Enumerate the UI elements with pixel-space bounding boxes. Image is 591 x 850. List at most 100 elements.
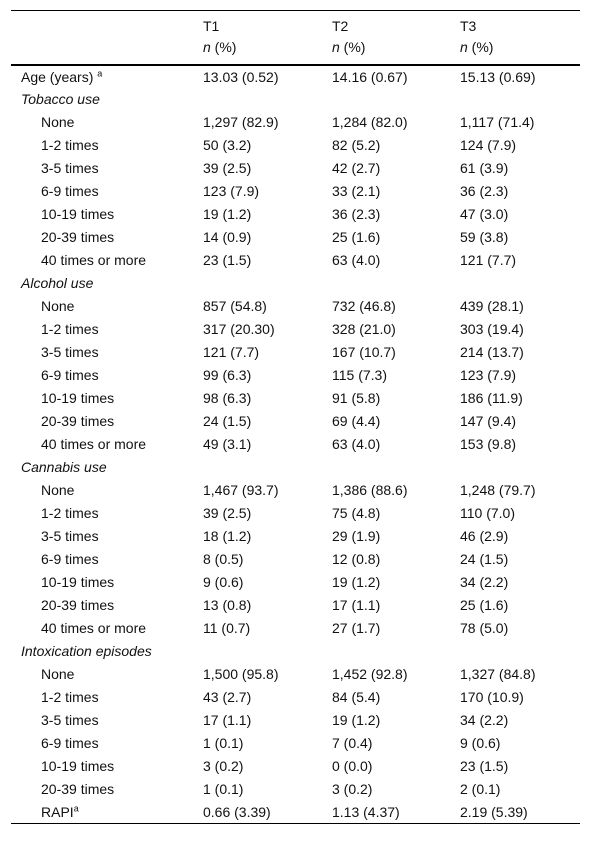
cannabis-row-t2: 1,386 (88.6)	[332, 482, 408, 498]
cannabis-row-t2: 75 (4.8)	[332, 505, 381, 521]
tobacco-row-t2: 82 (5.2)	[332, 137, 381, 153]
alcohol-row-t3: 303 (19.4)	[460, 321, 524, 337]
table-row: 3-5 times 39 (2.5) 42 (2.7) 61 (3.9)	[11, 157, 580, 180]
header-blank-cell	[11, 11, 193, 65]
alcohol-row-label: 3-5 times	[41, 344, 99, 360]
cannabis-row-t1: 18 (1.2)	[203, 528, 252, 544]
age-t2: 14.16 (0.67)	[332, 68, 408, 85]
cannabis-row-label: 3-5 times	[41, 528, 99, 544]
alcohol-row-label: None	[41, 298, 75, 314]
alcohol-row-t3: 147 (9.4)	[460, 413, 517, 429]
cannabis-row-t3: 1,248 (79.7)	[460, 482, 536, 498]
header-t3-n: n	[460, 39, 468, 56]
cannabis-row-t1: 39 (2.5)	[203, 505, 252, 521]
tobacco-row-t3: 121 (7.7)	[460, 252, 517, 268]
age-label: Age (years)	[21, 68, 98, 85]
header-t2-label: T2	[332, 18, 349, 35]
intoxication-row-t1: 17 (1.1)	[203, 712, 252, 728]
table-row: 1-2 times 317 (20.30) 328 (21.0) 303 (19.4)	[11, 318, 580, 341]
header-t2-sub: n (%)	[332, 37, 452, 58]
alcohol-row-t3: 214 (13.7)	[460, 344, 524, 360]
alcohol-row-t1: 317 (20.30)	[203, 321, 275, 337]
tobacco-row-t3: 47 (3.0)	[460, 206, 509, 222]
table-row: 10-19 times 19 (1.2) 36 (2.3) 47 (3.0)	[11, 203, 580, 226]
age-superscript: a	[97, 67, 103, 78]
table-header-row: T1 n (%) T2 n (%) T3 n (%)	[11, 10, 580, 65]
alcohol-row-t2: 63 (4.0)	[332, 436, 381, 452]
tobacco-row-label: 40 times or more	[41, 252, 147, 268]
alcohol-section-row: Alcohol use	[11, 272, 580, 295]
intoxication-row-label: 3-5 times	[41, 712, 99, 728]
tobacco-section-row: Tobacco use	[11, 88, 580, 111]
cannabis-row-t3: 46 (2.9)	[460, 528, 509, 544]
intoxication-row-t3: 170 (10.9)	[460, 689, 524, 705]
tobacco-row-t3: 61 (3.9)	[460, 160, 509, 176]
cannabis-row-t1: 11 (0.7)	[203, 620, 251, 636]
table-row: 6-9 times 99 (6.3) 115 (7.3) 123 (7.9)	[11, 364, 580, 387]
tobacco-row-label: 3-5 times	[41, 160, 99, 176]
tobacco-row-t2: 42 (2.7)	[332, 160, 381, 176]
alcohol-row-t1: 857 (54.8)	[203, 298, 267, 314]
cannabis-row-label: 10-19 times	[41, 574, 115, 590]
substance-use-table: T1 n (%) T2 n (%) T3 n (%) Age (years) a…	[11, 10, 580, 824]
table-row: 20-39 times 24 (1.5) 69 (4.4) 147 (9.4)	[11, 410, 580, 433]
age-t3: 15.13 (0.69)	[460, 68, 536, 85]
table-row: 3-5 times 18 (1.2) 29 (1.9) 46 (2.9)	[11, 525, 580, 548]
header-t1-n: n	[203, 39, 211, 56]
intoxication-row-t2: 7 (0.4)	[332, 735, 373, 751]
rapi-label: RAPI	[41, 803, 74, 820]
alcohol-row-label: 40 times or more	[41, 436, 147, 452]
header-t2: T2 n (%)	[322, 11, 452, 65]
tobacco-row-t2: 25 (1.6)	[332, 229, 381, 245]
tobacco-row-label: 10-19 times	[41, 206, 115, 222]
table-row: 10-19 times 98 (6.3) 91 (5.8) 186 (11.9)	[11, 387, 580, 410]
intoxication-row-t3: 23 (1.5)	[460, 758, 509, 774]
alcohol-row-t3: 186 (11.9)	[460, 390, 523, 406]
cannabis-row-t3: 110 (7.0)	[460, 505, 515, 521]
intoxication-row-label: 1-2 times	[41, 689, 99, 705]
intoxication-row-t1: 1,500 (95.8)	[203, 666, 279, 682]
rapi-superscript: a	[73, 803, 79, 814]
tobacco-row-t3: 59 (3.8)	[460, 229, 509, 245]
intoxication-row-t2: 1,452 (92.8)	[332, 666, 408, 682]
intoxication-row-t3: 34 (2.2)	[460, 712, 509, 728]
cannabis-section-title: Cannabis use	[21, 459, 107, 475]
cannabis-row-t2: 19 (1.2)	[332, 574, 381, 590]
intoxication-section-row: Intoxication episodes	[11, 640, 580, 663]
tobacco-row-t2: 36 (2.3)	[332, 206, 381, 222]
table-row: 20-39 times 13 (0.8) 17 (1.1) 25 (1.6)	[11, 594, 580, 617]
table-row: 1-2 times 43 (2.7) 84 (5.4) 170 (10.9)	[11, 686, 580, 709]
intoxication-row-t3: 9 (0.6)	[460, 735, 501, 751]
table-row: 6-9 times 123 (7.9) 33 (2.1) 36 (2.3)	[11, 180, 580, 203]
table-row: 10-19 times 3 (0.2) 0 (0.0) 23 (1.5)	[11, 755, 580, 778]
intoxication-row-label: 20-39 times	[41, 781, 115, 797]
alcohol-row-label: 20-39 times	[41, 413, 115, 429]
alcohol-row-t2: 69 (4.4)	[332, 413, 381, 429]
cannabis-row-t2: 17 (1.1)	[332, 597, 381, 613]
tobacco-row-t2: 33 (2.1)	[332, 183, 381, 199]
alcohol-row-t1: 98 (6.3)	[203, 390, 252, 406]
table-row: 20-39 times 1 (0.1) 3 (0.2) 2 (0.1)	[11, 778, 580, 801]
table-row: 10-19 times 9 (0.6) 19 (1.2) 34 (2.2)	[11, 571, 580, 594]
rapi-t3: 2.19 (5.39)	[460, 803, 528, 820]
cannabis-row-t2: 12 (0.8)	[332, 551, 381, 567]
cannabis-row-t3: 34 (2.2)	[460, 574, 509, 590]
intoxication-row-t3: 2 (0.1)	[460, 781, 501, 797]
header-t3: T3 n (%)	[452, 11, 580, 65]
cannabis-row-t2: 29 (1.9)	[332, 528, 381, 544]
header-t3-label: T3	[460, 18, 477, 35]
cannabis-row-t3: 78 (5.0)	[460, 620, 509, 636]
cannabis-row-t1: 13 (0.8)	[203, 597, 252, 613]
tobacco-row-t1: 23 (1.5)	[203, 252, 252, 268]
tobacco-row-t1: 19 (1.2)	[203, 206, 252, 222]
alcohol-row-t1: 99 (6.3)	[203, 367, 252, 383]
age-label-cell: Age (years) a	[11, 65, 193, 88]
table-row: 40 times or more 23 (1.5) 63 (4.0) 121 (7.7…	[11, 249, 580, 272]
rapi-t1: 0.66 (3.39)	[203, 803, 271, 820]
cannabis-row-t1: 1,467 (93.7)	[203, 482, 279, 498]
rapi-t2: 1.13 (4.37)	[332, 803, 400, 820]
cannabis-row-label: 6-9 times	[41, 551, 99, 567]
alcohol-row-label: 10-19 times	[41, 390, 115, 406]
tobacco-row-t3: 124 (7.9)	[460, 137, 517, 153]
header-t3-sub: n (%)	[460, 37, 580, 58]
